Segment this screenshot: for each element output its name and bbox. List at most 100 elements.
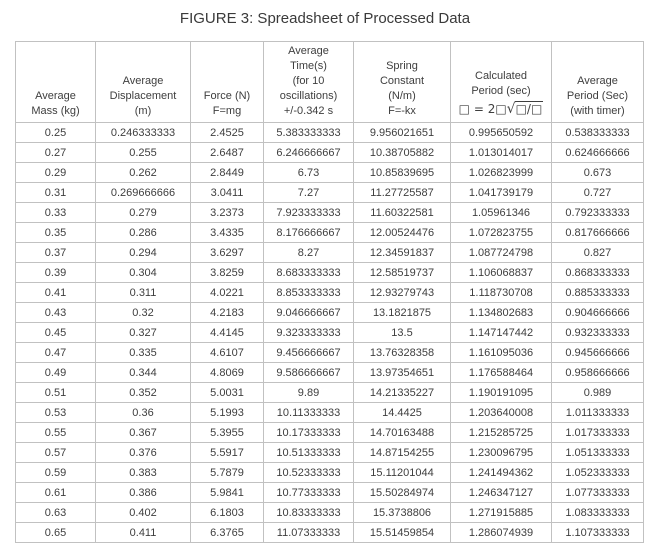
table-cell-force: 2.6487 — [190, 142, 264, 163]
header-line: (N/m) — [388, 90, 416, 102]
processed-data-table: Average Mass (kg) Average Displacement (m) Fo… — [15, 41, 644, 543]
table-cell-spring_constant: 12.00524476 — [353, 222, 451, 243]
table-row: 0.55 0.367 5.3955 10.17333333 14.70163488 1.2… — [15, 422, 644, 443]
header-line: F=mg — [212, 105, 242, 117]
table-cell-average_mass: 0.59 — [15, 462, 96, 483]
table-cell-average_mass: 0.61 — [15, 482, 96, 503]
table-cell-average_time: 11.07333333 — [263, 522, 354, 543]
table-cell-average_time: 5.383333333 — [263, 122, 354, 143]
column-header-average_mass: Average Mass (kg) — [15, 41, 96, 123]
table-cell-average_mass: 0.45 — [15, 322, 96, 343]
table-cell-average_displacement: 0.376 — [95, 442, 191, 463]
table-cell-calculated_period: 1.106068837 — [450, 262, 552, 283]
table-cell-force: 6.3765 — [190, 522, 264, 543]
table-row: 0.51 0.352 5.0031 9.89 14.21335227 1.19019109… — [15, 382, 644, 403]
table-cell-force: 4.8069 — [190, 362, 264, 383]
table-row: 0.61 0.386 5.9841 10.77333333 15.50284974 1.2… — [15, 482, 644, 503]
table-cell-average_period: 0.885333333 — [551, 282, 644, 303]
table-cell-average_mass: 0.43 — [15, 302, 96, 323]
table-cell-average_mass: 0.39 — [15, 262, 96, 283]
table-cell-average_displacement: 0.32 — [95, 302, 191, 323]
header-line: Spring — [386, 60, 418, 72]
table-cell-average_displacement: 0.279 — [95, 202, 191, 223]
table-cell-average_mass: 0.31 — [15, 182, 96, 203]
table-cell-spring_constant: 15.3738806 — [353, 502, 451, 523]
table-cell-spring_constant: 14.21335227 — [353, 382, 451, 403]
header-line: Displacement — [109, 90, 177, 102]
column-header-average_displacement: Average Displacement (m) — [95, 41, 191, 123]
table-row: 0.63 0.402 6.1803 10.83333333 15.3738806 1.27… — [15, 502, 644, 523]
table-cell-average_time: 9.323333333 — [263, 322, 354, 343]
header-line: Average — [288, 45, 329, 57]
table-cell-average_mass: 0.35 — [15, 222, 96, 243]
table-cell-average_time: 7.923333333 — [263, 202, 354, 223]
table-cell-spring_constant: 12.34591837 — [353, 242, 451, 263]
table-cell-average_displacement: 0.335 — [95, 342, 191, 363]
table-cell-average_displacement: 0.255 — [95, 142, 191, 163]
header-line: +/-0.342 s — [283, 105, 334, 117]
header-line: Calculated — [475, 70, 527, 82]
column-header-force: Force (N) F=mg — [190, 41, 264, 123]
table-row: 0.43 0.32 4.2183 9.046666667 13.1821875 1.134… — [15, 302, 644, 323]
table-cell-average_time: 10.77333333 — [263, 482, 354, 503]
column-header-calculated_period: Calculated Period (sec) □ = 2□√□/□ — [450, 41, 552, 123]
table-cell-average_period: 1.107333333 — [551, 522, 644, 543]
table-row: 0.65 0.411 6.3765 11.07333333 15.51459854 1.2… — [15, 522, 644, 543]
table-row: 0.29 0.262 2.8449 6.73 10.85839695 1.02682399… — [15, 162, 644, 183]
table-cell-spring_constant: 13.97354651 — [353, 362, 451, 383]
table-cell-calculated_period: 1.147147442 — [450, 322, 552, 343]
table-cell-spring_constant: 15.50284974 — [353, 482, 451, 503]
table-cell-average_displacement: 0.304 — [95, 262, 191, 283]
table-row: 0.39 0.304 3.8259 8.683333333 12.58519737 1.1… — [15, 262, 644, 283]
table-row: 0.45 0.327 4.4145 9.323333333 13.5 1.14714744… — [15, 322, 644, 343]
table-cell-calculated_period: 1.041739179 — [450, 182, 552, 203]
table-cell-average_mass: 0.57 — [15, 442, 96, 463]
table-cell-calculated_period: 1.286074939 — [450, 522, 552, 543]
table-cell-calculated_period: 1.246347127 — [450, 482, 552, 503]
table-cell-calculated_period: 1.134802683 — [450, 302, 552, 323]
table-cell-average_mass: 0.63 — [15, 502, 96, 523]
table-cell-average_mass: 0.53 — [15, 402, 96, 423]
table-row: 0.59 0.383 5.7879 10.52333333 15.11201044 1.2… — [15, 462, 644, 483]
table-row: 0.57 0.376 5.5917 10.51333333 14.87154255 1.2… — [15, 442, 644, 463]
table-cell-average_period: 0.792333333 — [551, 202, 644, 223]
table-cell-average_displacement: 0.246333333 — [95, 122, 191, 143]
table-cell-average_displacement: 0.352 — [95, 382, 191, 403]
table-cell-calculated_period: 1.190191095 — [450, 382, 552, 403]
table-cell-average_displacement: 0.402 — [95, 502, 191, 523]
table-cell-average_mass: 0.33 — [15, 202, 96, 223]
table-cell-spring_constant: 15.51459854 — [353, 522, 451, 543]
column-header-average_period: Average Period (Sec) (with timer) — [551, 41, 644, 123]
table-cell-calculated_period: 1.161095036 — [450, 342, 552, 363]
table-cell-average_period: 0.904666666 — [551, 302, 644, 323]
table-cell-average_period: 1.017333333 — [551, 422, 644, 443]
table-cell-average_time: 8.176666667 — [263, 222, 354, 243]
table-cell-average_time: 8.27 — [263, 242, 354, 263]
header-line: Force (N) — [203, 90, 251, 102]
table-cell-force: 2.4525 — [190, 122, 264, 143]
table-cell-force: 5.9841 — [190, 482, 264, 503]
table-cell-spring_constant: 14.70163488 — [353, 422, 451, 443]
table-cell-average_time: 7.27 — [263, 182, 354, 203]
table-cell-average_time: 8.683333333 — [263, 262, 354, 283]
table-cell-average_period: 1.051333333 — [551, 442, 644, 463]
table-cell-average_time: 6.246666667 — [263, 142, 354, 163]
table-cell-force: 5.3955 — [190, 422, 264, 443]
column-header-average_time: Average Time(s) (for 10 oscillations) +/-0.3… — [263, 41, 354, 123]
table-cell-average_mass: 0.55 — [15, 422, 96, 443]
table-cell-calculated_period: 1.087724798 — [450, 242, 552, 263]
table-cell-force: 3.2373 — [190, 202, 264, 223]
table-cell-average_mass: 0.27 — [15, 142, 96, 163]
table-cell-average_period: 0.958666666 — [551, 362, 644, 383]
header-line: (with timer) — [570, 105, 625, 117]
table-cell-average_time: 6.73 — [263, 162, 354, 183]
table-cell-force: 5.7879 — [190, 462, 264, 483]
table-cell-force: 3.4335 — [190, 222, 264, 243]
table-cell-average_time: 10.83333333 — [263, 502, 354, 523]
table-cell-force: 4.0221 — [190, 282, 264, 303]
table-cell-average_displacement: 0.269666666 — [95, 182, 191, 203]
table-cell-spring_constant: 12.58519737 — [353, 262, 451, 283]
table-cell-average_mass: 0.51 — [15, 382, 96, 403]
table-cell-calculated_period: 1.271915885 — [450, 502, 552, 523]
formula-radicand: □/□ — [514, 101, 544, 116]
